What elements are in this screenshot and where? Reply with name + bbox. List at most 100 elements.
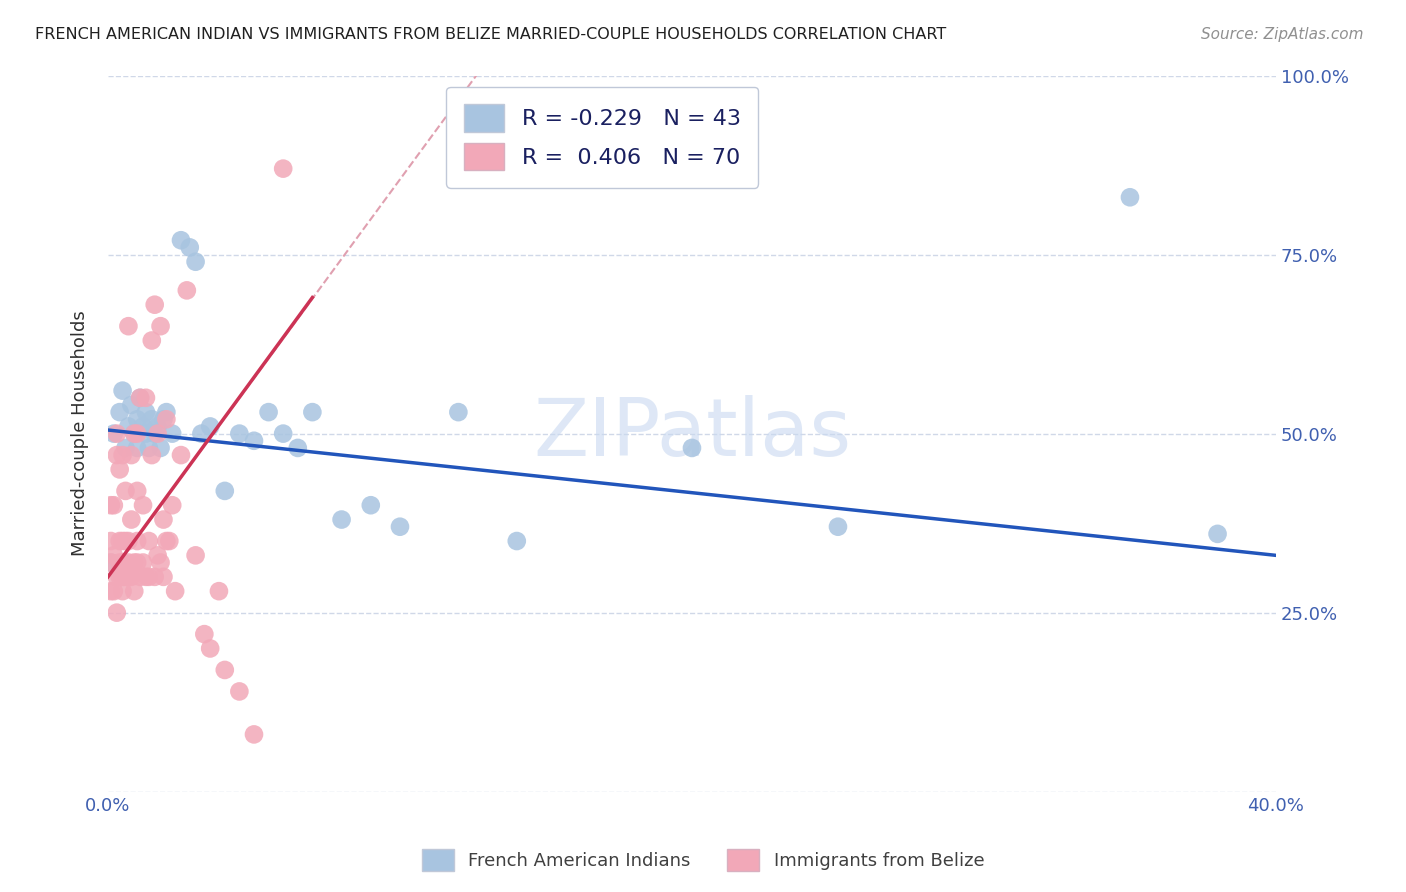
Point	[100, 534, 122, 549]
Point	[117, 556, 139, 570]
Point	[132, 498, 155, 512]
Point	[176, 284, 198, 298]
Text: FRENCH AMERICAN INDIAN VS IMMIGRANTS FROM BELIZE MARRIED-COUPLE HOUSEHOLDS CORRE: FRENCH AMERICAN INDIAN VS IMMIGRANTS FRO…	[35, 27, 946, 42]
Point	[257, 405, 280, 419]
Point	[114, 441, 136, 455]
Point	[132, 556, 155, 570]
Point	[243, 727, 266, 741]
Point	[228, 684, 250, 698]
Point	[146, 426, 169, 441]
Point	[165, 584, 187, 599]
Point	[301, 405, 323, 419]
Point	[141, 448, 163, 462]
Point	[111, 534, 134, 549]
Point	[117, 534, 139, 549]
Point	[143, 570, 166, 584]
Point	[198, 419, 221, 434]
Point	[122, 584, 145, 599]
Point	[135, 405, 157, 419]
Point	[160, 426, 183, 441]
Point	[155, 412, 177, 426]
Point	[157, 534, 180, 549]
Point	[111, 556, 134, 570]
Point	[152, 412, 174, 426]
Point	[111, 570, 134, 584]
Point	[184, 254, 207, 268]
Point	[138, 570, 160, 584]
Point	[447, 405, 470, 419]
Point	[122, 426, 145, 441]
Point	[214, 483, 236, 498]
Point	[160, 498, 183, 512]
Point	[184, 549, 207, 563]
Point	[105, 606, 128, 620]
Point	[114, 483, 136, 498]
Point	[100, 556, 122, 570]
Point	[108, 570, 131, 584]
Point	[135, 426, 157, 441]
Point	[1119, 190, 1142, 204]
Point	[122, 426, 145, 441]
Point	[103, 426, 125, 441]
Point	[120, 398, 142, 412]
Point	[103, 549, 125, 563]
Point	[127, 426, 149, 441]
Point	[105, 448, 128, 462]
Point	[135, 570, 157, 584]
Point	[108, 405, 131, 419]
Point	[228, 426, 250, 441]
Point	[114, 570, 136, 584]
Text: ZIPatlas: ZIPatlas	[533, 394, 851, 473]
Point	[152, 512, 174, 526]
Point	[138, 441, 160, 455]
Point	[120, 448, 142, 462]
Point	[114, 534, 136, 549]
Point	[129, 391, 152, 405]
Point	[827, 519, 849, 533]
Point	[108, 462, 131, 476]
Point	[214, 663, 236, 677]
Point	[155, 534, 177, 549]
Point	[127, 441, 149, 455]
Point	[149, 556, 172, 570]
Point	[132, 419, 155, 434]
Point	[193, 627, 215, 641]
Point	[127, 483, 149, 498]
Point	[111, 584, 134, 599]
Legend: French American Indians, Immigrants from Belize: French American Indians, Immigrants from…	[415, 842, 991, 879]
Point	[120, 512, 142, 526]
Point	[287, 441, 309, 455]
Point	[117, 570, 139, 584]
Point	[120, 570, 142, 584]
Point	[103, 584, 125, 599]
Point	[149, 441, 172, 455]
Point	[117, 419, 139, 434]
Point	[138, 534, 160, 549]
Point	[103, 498, 125, 512]
Point	[360, 498, 382, 512]
Point	[122, 556, 145, 570]
Point	[243, 434, 266, 448]
Point	[152, 570, 174, 584]
Point	[108, 556, 131, 570]
Point	[141, 334, 163, 348]
Point	[100, 498, 122, 512]
Point	[105, 570, 128, 584]
Point	[330, 512, 353, 526]
Point	[141, 412, 163, 426]
Point	[149, 319, 172, 334]
Point	[143, 298, 166, 312]
Point	[129, 570, 152, 584]
Point	[1206, 527, 1229, 541]
Text: Source: ZipAtlas.com: Source: ZipAtlas.com	[1201, 27, 1364, 42]
Point	[198, 641, 221, 656]
Point	[111, 384, 134, 398]
Point	[170, 448, 193, 462]
Point	[170, 233, 193, 247]
Y-axis label: Married-couple Households: Married-couple Households	[72, 310, 89, 557]
Point	[105, 426, 128, 441]
Point	[388, 519, 411, 533]
Point	[190, 426, 212, 441]
Point	[208, 584, 231, 599]
Point	[146, 549, 169, 563]
